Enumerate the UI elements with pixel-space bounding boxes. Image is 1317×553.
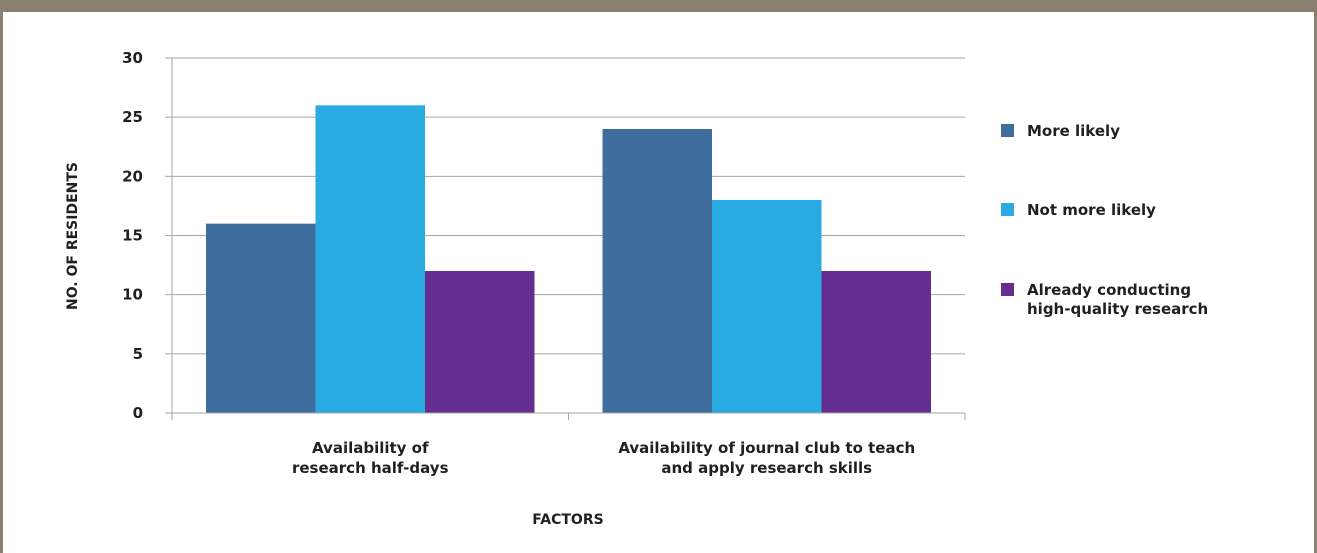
bars (206, 105, 931, 413)
bar-series1-cat1 (206, 223, 316, 413)
y-tick-label-15: 15 (122, 227, 143, 245)
y-axis-title: NO. OF RESIDENTS (65, 162, 81, 310)
axes (165, 57, 966, 420)
y-tick-label-10: 10 (122, 286, 143, 304)
left-border (0, 12, 3, 553)
category-label-1-line-1: Availability of (312, 439, 429, 457)
bar-series3-cat1 (425, 271, 535, 413)
legend: More likely Not more likely Already conduc… (1001, 122, 1208, 318)
bar-series2-cat1 (315, 105, 425, 413)
bar-series1-cat2 (602, 129, 712, 413)
y-tick-label-20: 20 (122, 167, 143, 185)
legend-swatch-1 (1001, 124, 1014, 137)
legend-swatch-3 (1001, 283, 1014, 296)
legend-label-3-line-2: high-quality research (1027, 300, 1208, 318)
legend-label-2-line-1: Not more likely (1027, 201, 1156, 219)
category-label-1-line-2: research half-days (292, 459, 449, 477)
y-tick-labels: 0 5 10 15 20 25 30 (122, 49, 143, 422)
y-tick-label-25: 25 (122, 108, 143, 126)
legend-swatch-2 (1001, 203, 1014, 216)
category-labels: Availability of research half-days Availab… (292, 439, 915, 477)
category-label-2-line-2: and apply research skills (661, 459, 872, 477)
y-tick-label-30: 30 (122, 49, 143, 67)
y-tick-label-0: 0 (133, 404, 143, 422)
bar-series3-cat2 (821, 271, 931, 413)
y-tick-label-5: 5 (133, 345, 143, 363)
top-border (0, 0, 1317, 12)
legend-label-1-line-1: More likely (1027, 122, 1120, 140)
bar-series2-cat2 (712, 200, 822, 413)
category-label-2-line-1: Availability of journal club to teach (618, 439, 915, 457)
right-border (1314, 12, 1317, 553)
legend-label-3-line-1: Already conducting (1027, 281, 1191, 299)
x-axis-title: FACTORS (532, 512, 603, 528)
